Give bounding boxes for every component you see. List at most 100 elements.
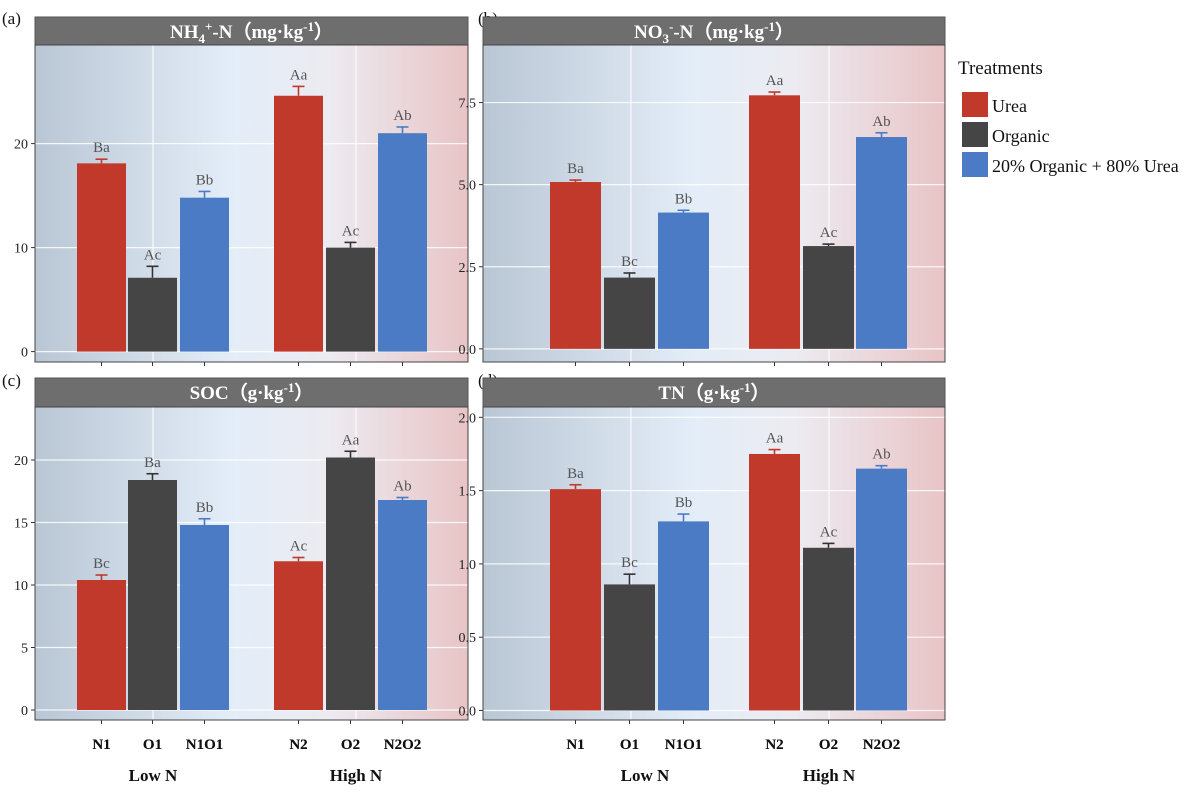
panel-title: NH4+-N（mg·kg-1） — [170, 19, 333, 46]
bar-n1 — [550, 489, 601, 711]
significance-label: Aa — [342, 432, 360, 448]
y-tick-label: 15 — [14, 517, 28, 532]
category-label: N1O1 — [665, 737, 703, 753]
panel-header — [34, 16, 469, 46]
significance-label: Bb — [196, 500, 214, 516]
chart-panel-2: (b)NO3--N（mg·kg-1）0.02.55.07.5BaN1BcO1Bb… — [459, 9, 946, 753]
legend-swatch-mixed — [962, 152, 988, 177]
y-tick-label: 1.5 — [459, 485, 477, 500]
bar-n1 — [77, 580, 126, 710]
significance-label: Ab — [393, 108, 411, 124]
category-label: N2O2 — [863, 737, 901, 753]
significance-label: Ab — [393, 479, 411, 495]
y-tick-label: 20 — [14, 454, 28, 469]
y-tick-label: 10 — [14, 579, 28, 594]
y-tick-label: 0 — [21, 346, 28, 361]
bar-n2o2 — [378, 500, 427, 710]
bar-n2 — [274, 561, 323, 710]
y-tick-label: 0 — [21, 704, 28, 719]
plot-frame — [482, 406, 946, 721]
category-label: O2 — [819, 737, 838, 753]
bar-n1o1 — [658, 521, 709, 711]
legend-swatch-organic — [962, 122, 988, 147]
category-label: N2 — [289, 737, 307, 753]
bar-n2o2 — [856, 468, 907, 711]
panel-title: TN（g·kg-1） — [658, 380, 769, 404]
panel-header — [482, 377, 946, 408]
significance-label: Ba — [567, 161, 584, 177]
legend-label-mixed: 20% Organic + 80% Urea — [992, 156, 1179, 176]
bar-o2 — [326, 247, 375, 352]
bar-n1 — [550, 182, 601, 349]
bar-o1 — [604, 277, 655, 349]
y-tick-label: 1.0 — [459, 558, 477, 573]
category-label: N1O1 — [186, 737, 224, 753]
panel-header — [482, 16, 946, 46]
significance-label: Ac — [820, 524, 838, 540]
y-tick-label: 2.0 — [459, 411, 477, 426]
bar-n2 — [274, 95, 323, 352]
panel-letter: (a) — [2, 9, 21, 28]
significance-label: Ac — [342, 223, 360, 239]
bar-n2 — [749, 95, 800, 349]
legend: Treatments Urea Organic 20% Organic + 80… — [958, 58, 1179, 177]
y-tick-label: 5.0 — [459, 179, 477, 194]
panel-title: SOC（g·kg-1） — [190, 380, 314, 404]
legend-swatch-urea — [962, 92, 988, 117]
significance-label: Ab — [872, 447, 890, 463]
y-tick-label: 20 — [14, 138, 28, 153]
category-label: O2 — [819, 737, 838, 753]
y-tick-label: 0.0 — [459, 704, 477, 719]
significance-label: Bb — [675, 495, 693, 511]
bar-n2o2 — [378, 133, 427, 352]
y-tick-label: 7.5 — [459, 97, 477, 112]
category-label: N1 — [92, 737, 110, 753]
significance-label: Ac — [144, 247, 162, 263]
category-label: O2 — [341, 737, 360, 753]
group-label-low-n-left: Low N — [129, 766, 178, 785]
legend-label-organic: Organic — [992, 126, 1050, 146]
plot-frame — [34, 44, 469, 363]
category-label: O1 — [143, 737, 162, 753]
significance-label: Aa — [290, 67, 308, 83]
bar-o1 — [128, 277, 177, 352]
significance-label: Ba — [567, 466, 584, 482]
group-label-high-n-right: High N — [803, 766, 856, 785]
group-label-high-n-left: High N — [330, 766, 383, 785]
bar-o2 — [803, 246, 854, 349]
category-label: O1 — [620, 737, 639, 753]
category-label: O2 — [341, 737, 360, 753]
significance-label: Ac — [820, 225, 838, 241]
significance-label: Ac — [290, 539, 308, 555]
plot-frame — [34, 406, 469, 721]
significance-label: Bc — [621, 555, 638, 571]
group-label-low-n-right: Low N — [621, 766, 670, 785]
category-label: O1 — [620, 737, 639, 753]
significance-label: Bb — [675, 191, 693, 207]
bar-o2 — [326, 457, 375, 710]
chart-panel-4: (d)TN（g·kg-1）0.00.51.01.52.0BaN1BcO1BbN1… — [459, 371, 946, 753]
bar-o2 — [803, 547, 854, 711]
significance-label: Bc — [621, 254, 638, 270]
category-label: N2O2 — [384, 737, 422, 753]
y-tick-label: 0.5 — [459, 631, 477, 646]
category-label: N2O2 — [384, 737, 422, 753]
panel-header — [34, 377, 469, 408]
category-label: N1O1 — [186, 737, 224, 753]
significance-label: Bb — [196, 172, 214, 188]
legend-label-urea: Urea — [992, 96, 1027, 116]
chart-panel-3: (c) SOC（g·kg-1） 0 5 10 15 20 Bc N1 Ba O1 Bb N1O1 Ac N2… — [2, 371, 469, 753]
legend-title: Treatments — [958, 58, 1043, 79]
bar-n1 — [77, 163, 126, 352]
significance-label: Ba — [144, 455, 161, 471]
bar-n2 — [749, 453, 800, 711]
category-label: N1O1 — [665, 737, 703, 753]
category-label: N2 — [289, 737, 307, 753]
significance-label: Bc — [93, 556, 110, 572]
category-label: N1 — [92, 737, 110, 753]
category-label: O1 — [143, 737, 162, 753]
bar-o1 — [128, 480, 177, 710]
y-tick-label: 5 — [21, 642, 28, 657]
y-tick-label: 10 — [14, 242, 28, 257]
